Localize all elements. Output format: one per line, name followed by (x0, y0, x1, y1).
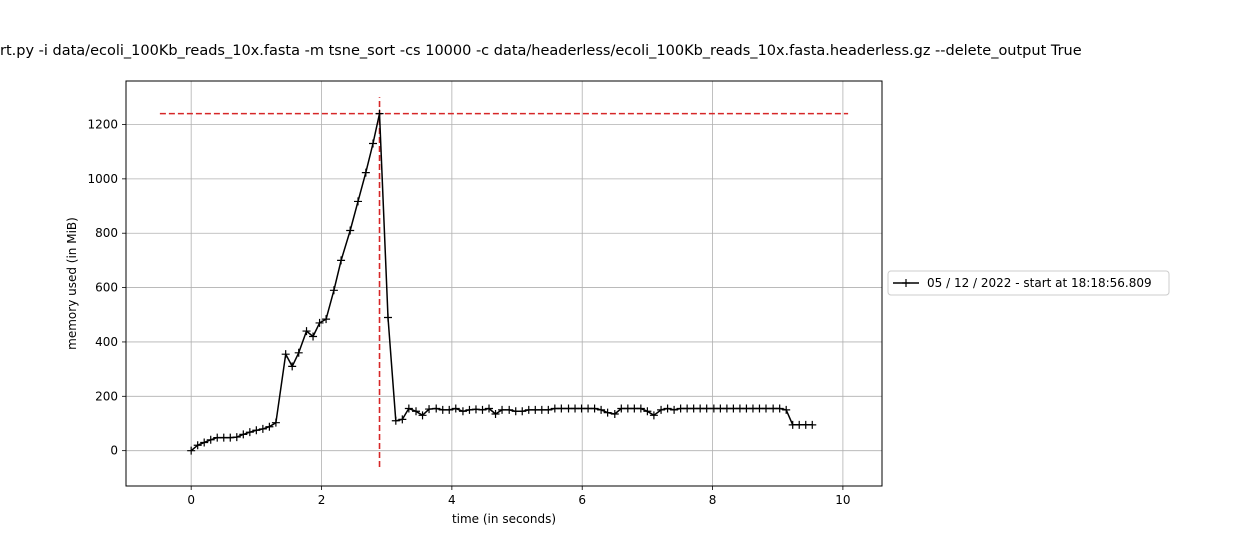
data-point (649, 411, 658, 420)
y-axis-label: memory used (in MiB) (65, 217, 79, 350)
series-layer (187, 109, 817, 455)
legend-box (887, 270, 1170, 296)
x-tick-label: 4 (448, 493, 456, 507)
x-tick-label: 6 (578, 493, 586, 507)
data-point (369, 139, 378, 148)
y-tick-label: 0 (110, 444, 118, 458)
data-point (761, 404, 770, 413)
legend-entry-label: 05 / 12 / 2022 - start at 18:18:56.809 (927, 276, 1152, 290)
data-point (391, 416, 400, 425)
data-point (458, 407, 467, 416)
data-point (398, 415, 407, 424)
data-point (782, 405, 791, 414)
data-point (375, 109, 384, 118)
data-point (603, 408, 612, 417)
y-tick-label: 1200 (87, 117, 118, 131)
data-point (557, 404, 566, 413)
data-point (337, 256, 346, 265)
data-point (383, 313, 392, 322)
data-point (315, 318, 324, 327)
data-point (265, 422, 274, 431)
x-tick-label: 8 (709, 493, 717, 507)
data-point (193, 441, 202, 450)
series-line (190, 112, 813, 452)
y-tick-label: 1000 (87, 172, 118, 186)
data-point (239, 430, 248, 439)
plot-area-frame (125, 80, 883, 487)
data-point (491, 409, 500, 418)
data-point (432, 404, 441, 413)
x-axis-label: time (in seconds) (452, 512, 556, 526)
data-point (346, 226, 355, 235)
data-point (302, 327, 311, 336)
y-tick-label: 400 (95, 335, 118, 349)
data-point (232, 433, 241, 442)
data-point (808, 420, 817, 429)
data-point (322, 315, 331, 324)
data-point (288, 362, 297, 371)
data-point (775, 404, 784, 413)
data-point (505, 405, 514, 414)
data-point (187, 446, 196, 455)
data-point (252, 426, 261, 435)
x-axis-ticks: 0 2 4 6 8 10 (187, 486, 851, 507)
data-point (451, 404, 460, 413)
chart-title: rt.py -i data/ecoli_100Kb_reads_10x.fast… (0, 43, 1082, 59)
x-tick-label: 2 (318, 493, 326, 507)
data-point (636, 404, 645, 413)
x-tick-label: 0 (187, 493, 195, 507)
data-point (657, 405, 666, 414)
y-tick-label: 200 (95, 389, 118, 403)
data-point (643, 407, 652, 416)
data-point (418, 411, 427, 420)
data-point (271, 418, 280, 427)
data-point (590, 404, 599, 413)
data-point (245, 428, 254, 437)
data-point (445, 405, 454, 414)
data-point (281, 350, 290, 359)
legend-marker (902, 279, 910, 287)
data-point (610, 409, 619, 418)
data-point (702, 404, 711, 413)
data-point (597, 405, 606, 414)
data-point (478, 405, 487, 414)
data-point (206, 435, 215, 444)
data-point (544, 405, 553, 414)
data-point (518, 407, 527, 416)
data-point (258, 424, 267, 433)
data-point (425, 405, 434, 414)
data-point (354, 197, 363, 206)
grid (126, 81, 882, 486)
data-point (663, 404, 672, 413)
y-tick-label: 600 (95, 281, 118, 295)
data-point (294, 348, 303, 357)
y-axis-ticks: 0 200 400 600 800 1000 1200 (87, 117, 126, 458)
data-point (670, 405, 679, 414)
data-point (200, 438, 209, 447)
reference-lines (159, 97, 849, 467)
data-point (309, 332, 318, 341)
x-tick-label: 10 (835, 493, 850, 507)
data-point (498, 405, 507, 414)
data-point (404, 404, 413, 413)
data-point (485, 404, 494, 413)
data-point (329, 286, 338, 295)
data-point (361, 168, 370, 177)
data-point (412, 407, 421, 416)
y-tick-label: 800 (95, 226, 118, 240)
legend: 05 / 12 / 2022 - start at 18:18:56.809 (887, 270, 1170, 296)
